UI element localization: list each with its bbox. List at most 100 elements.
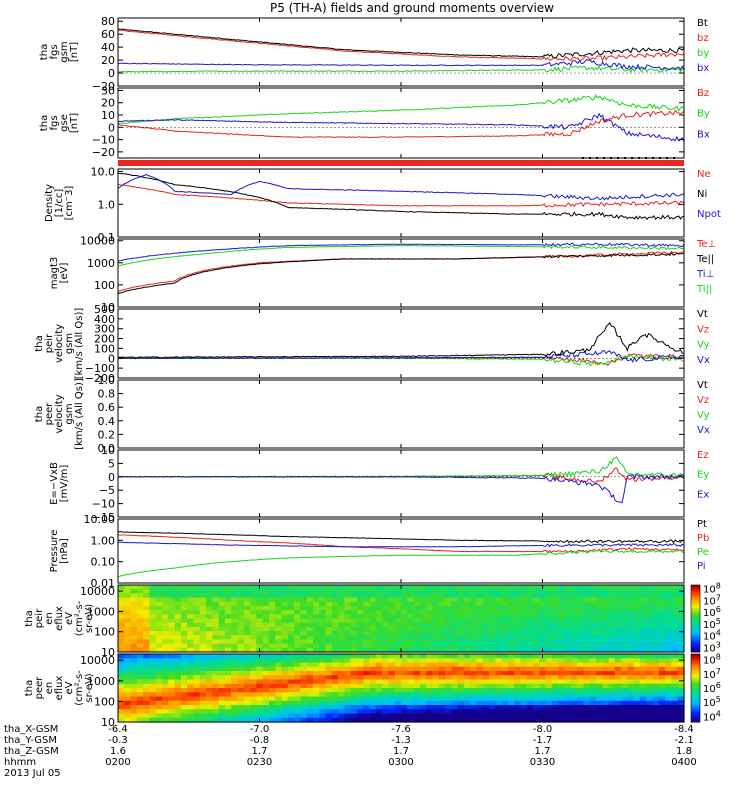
y-tick-label: 0 xyxy=(108,352,115,365)
flag-mark xyxy=(582,157,585,159)
flag-mark xyxy=(617,157,620,159)
y-axis-label-line: [nT] xyxy=(69,42,80,62)
y-tick-label: 1.0 xyxy=(98,198,116,211)
y-axis-label-line: [nT] xyxy=(69,113,80,133)
panel-frame xyxy=(117,238,685,308)
y-tick-label: 300 xyxy=(94,323,115,336)
legend-entry: Vz xyxy=(697,324,709,335)
series-line-Te|| xyxy=(117,252,685,295)
y-tick-label: 10 xyxy=(101,716,115,729)
colorbar-tick-label: 107 xyxy=(703,593,721,607)
y-axis-label-line: tha xyxy=(34,335,45,351)
legend-entry: Ni xyxy=(697,189,707,200)
y-axis-label-line: eflux xyxy=(54,606,65,631)
series-line-bz xyxy=(117,29,685,62)
y-tick-label: 100 xyxy=(94,342,115,355)
legend-entry: Bt xyxy=(697,18,708,29)
legend-entry: By xyxy=(697,109,710,120)
series-line-Bt xyxy=(117,28,685,59)
y-axis-label-line: peir xyxy=(34,608,45,628)
x-axis-date: 2013 Jul 05 xyxy=(4,768,61,779)
legend-entry: bz xyxy=(697,33,709,44)
x-axis-row-value: -0.8 xyxy=(250,735,270,746)
legend-entry: Pb xyxy=(697,533,709,544)
x-axis-row-value: -0.3 xyxy=(108,735,128,746)
x-axis-row-label: hhmm xyxy=(4,757,36,768)
y-tick-label: 10 xyxy=(101,444,115,457)
y-tick-label: 0 xyxy=(108,67,115,80)
legend-entry: Vz xyxy=(697,395,709,406)
y-tick-label: 10000 xyxy=(80,235,115,248)
legend: Bz By Bx xyxy=(697,88,710,140)
y-tick-label: 0.1 xyxy=(98,231,116,244)
legend-entry: Ez xyxy=(697,450,709,461)
x-axis-row-label: tha_Z-GSM xyxy=(4,746,59,757)
x-axis-row-value: 0300 xyxy=(388,757,413,768)
y-axis-label-line: sr-eV) xyxy=(84,604,95,633)
y-axis-label: magt3 [eV] xyxy=(49,257,70,290)
y-tick-label: −20 xyxy=(92,146,115,159)
y-axis-label-line: en xyxy=(44,682,55,695)
legend-entry: bx xyxy=(697,63,709,74)
y-tick-label: 60 xyxy=(101,28,115,41)
legend-entry: Ne xyxy=(697,169,711,180)
y-axis-label-line: Pressure xyxy=(49,530,60,573)
legend: Te⊥ Te|| Ti⊥ Ti|| xyxy=(696,239,716,295)
y-axis-label-line: gse xyxy=(59,114,70,132)
series-line-Ez xyxy=(117,467,685,485)
y-tick-label: 0.6 xyxy=(98,401,116,414)
colorbar-tick-label: 107 xyxy=(703,667,721,681)
legend-entry: Pe xyxy=(697,547,709,558)
flag-mark xyxy=(652,157,655,159)
legend-entry: Te⊥ xyxy=(696,239,716,250)
y-axis-label-line: gsm xyxy=(59,41,70,62)
y-axis-label: E=−VxB [mV/m] xyxy=(49,462,70,505)
series-line-bx xyxy=(118,58,685,71)
colorbar-tick-label: 104 xyxy=(703,709,721,723)
y-axis-label-line: gsm xyxy=(64,403,75,424)
y-axis-label: tha peer velocity gsm [km/s (All Qs)] xyxy=(34,378,85,450)
series-line-Vx xyxy=(117,350,685,363)
series-line-Pi xyxy=(117,541,685,548)
legend: Bt bz by bx xyxy=(697,18,709,74)
y-axis-label-line: eflux xyxy=(54,676,65,701)
y-axis-label-line: tha xyxy=(39,44,50,60)
y-tick-label: 10 xyxy=(101,646,115,659)
x-axis-row-value: 1.7 xyxy=(393,746,409,757)
y-tick-label: 200 xyxy=(94,333,115,346)
legend-entry: Pi xyxy=(697,561,706,572)
legend: Vt Vz Vy Vx xyxy=(697,309,710,366)
y-tick-label: 10.0 xyxy=(91,166,116,179)
legend: Ne Ni Npot xyxy=(697,169,721,220)
x-axis-row-value: 0330 xyxy=(530,757,555,768)
y-axis-label-line: [km/s (All Qs)] xyxy=(74,308,85,380)
flag-mark xyxy=(673,157,676,159)
y-axis-label-line: [nPa] xyxy=(59,538,70,564)
legend-entry: Vx xyxy=(697,355,710,366)
panel-frame xyxy=(117,17,685,87)
flag-mark xyxy=(638,157,641,159)
y-axis-label-line: sr-eV) xyxy=(84,673,95,702)
y-tick-label: 10000 xyxy=(80,654,115,667)
legend: Vt Vz Vy Vx xyxy=(697,380,710,436)
y-axis-label-line: peer xyxy=(44,402,55,426)
spectrogram-peir-spec xyxy=(118,585,685,653)
legend-entry: Ti⊥ xyxy=(696,269,714,280)
y-tick-label: 10000 xyxy=(80,585,115,598)
y-axis-label-line: E=−VxB xyxy=(49,462,60,505)
flag-mark xyxy=(596,157,599,159)
flag-mark xyxy=(631,157,634,159)
y-axis-label-line: en xyxy=(44,612,55,625)
y-tick-label: 0.8 xyxy=(98,388,116,401)
spectrogram-peer-spec xyxy=(118,654,685,723)
y-axis-label-line: (cm²-s- xyxy=(74,600,85,636)
legend-entry: Ey xyxy=(697,470,709,481)
legend-entry: by xyxy=(697,48,709,59)
y-tick-label: 0.2 xyxy=(98,428,116,441)
